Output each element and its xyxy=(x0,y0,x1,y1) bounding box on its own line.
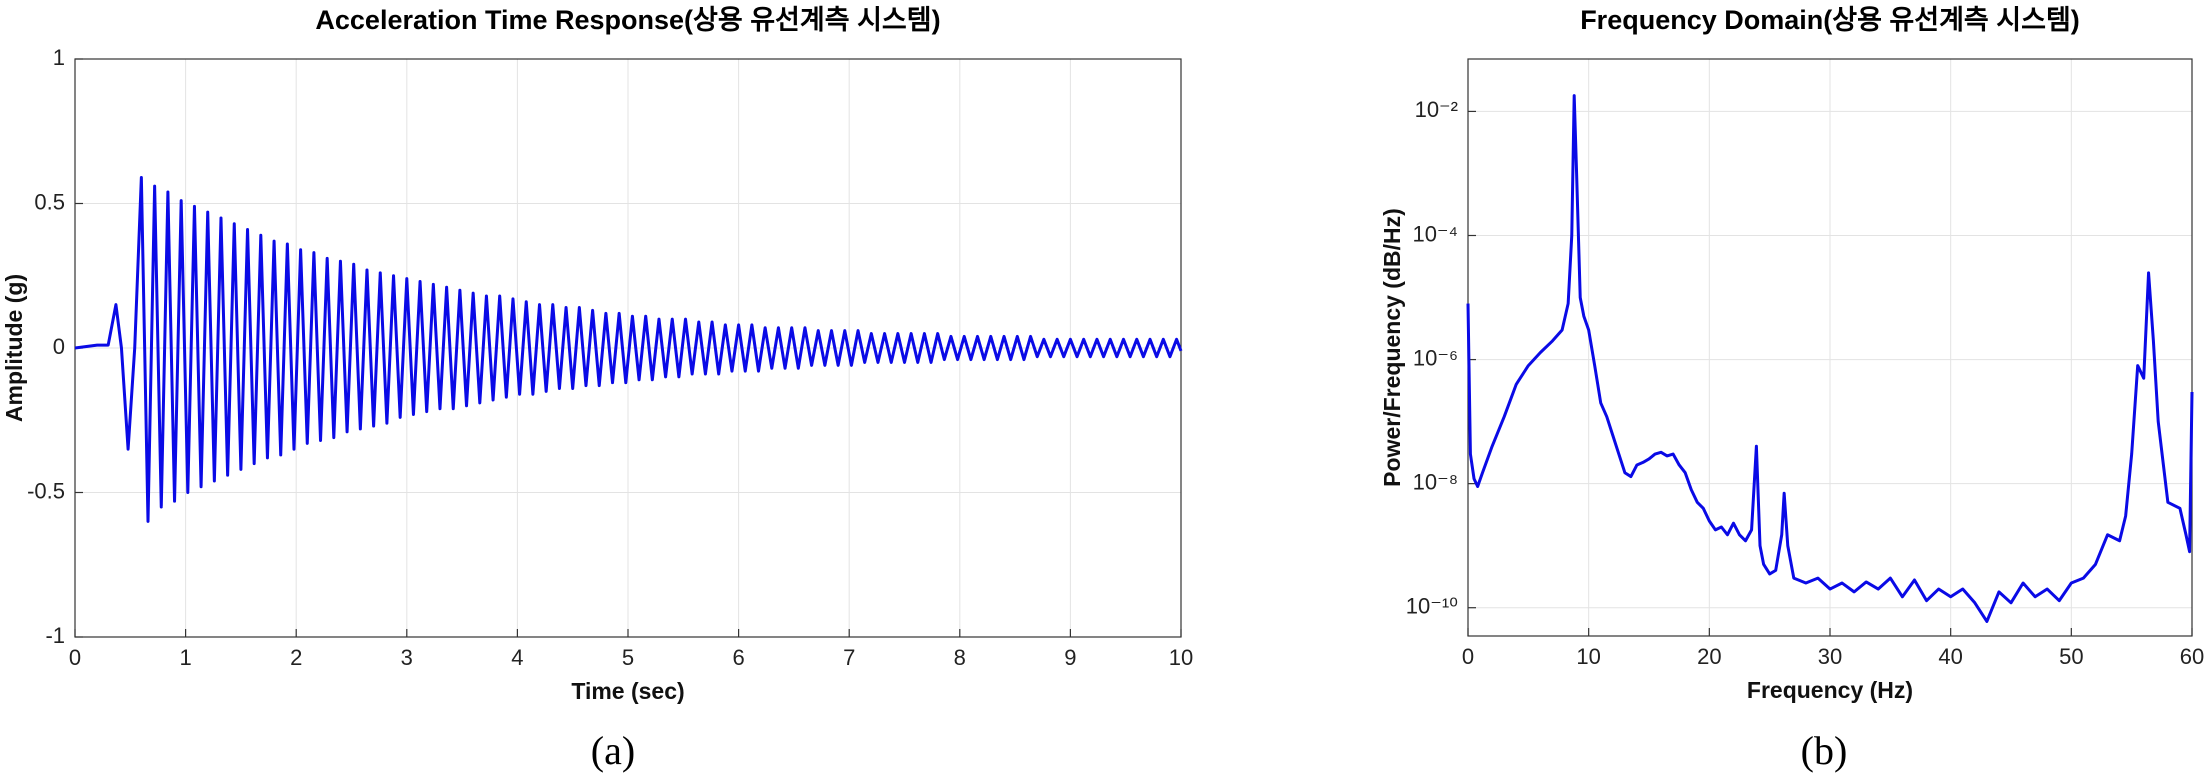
y-tick-label: 0 xyxy=(53,334,65,359)
x-tick-label: 0 xyxy=(69,645,81,670)
caption: (a) xyxy=(591,728,635,773)
data-line xyxy=(1466,94,2194,623)
x-axis-label: Time (sec) xyxy=(571,678,684,704)
chart-title: Acceleration Time Response(상용 유선계측 시스템) xyxy=(315,5,940,35)
x-tick-label: 40 xyxy=(1938,644,1962,669)
x-tick-label: 0 xyxy=(1462,644,1474,669)
x-tick-label: 20 xyxy=(1697,644,1721,669)
y-tick-label: 0.5 xyxy=(34,189,65,214)
x-tick-label: 50 xyxy=(2059,644,2083,669)
y-tick-label: 10⁻⁸ xyxy=(1413,469,1458,494)
data-line xyxy=(74,175,1183,523)
y-tick-label: 10⁻⁴ xyxy=(1412,221,1458,246)
caption: (b) xyxy=(1801,728,1848,773)
x-tick-label: 60 xyxy=(2180,644,2204,669)
x-tick-label: 8 xyxy=(954,645,966,670)
x-axis-label: Frequency (Hz) xyxy=(1747,677,1913,703)
y-tick-label: -1 xyxy=(45,623,65,648)
chart-title: Frequency Domain(상용 유선계측 시스템) xyxy=(1580,5,2080,35)
y-tick-label: 10⁻² xyxy=(1415,97,1458,122)
x-tick-label: 1 xyxy=(179,645,191,670)
y-axis-label: Amplitude (g) xyxy=(1,274,27,422)
x-tick-label: 10 xyxy=(1169,645,1193,670)
x-tick-label: 4 xyxy=(511,645,523,670)
x-tick-label: 7 xyxy=(843,645,855,670)
y-tick-label: -0.5 xyxy=(27,478,65,503)
y-tick-label: 10⁻⁶ xyxy=(1413,345,1458,370)
x-tick-label: 5 xyxy=(622,645,634,670)
x-tick-label: 3 xyxy=(401,645,413,670)
x-tick-label: 10 xyxy=(1576,644,1600,669)
x-tick-label: 9 xyxy=(1064,645,1076,670)
x-tick-label: 6 xyxy=(732,645,744,670)
y-tick-label: 10⁻¹⁰ xyxy=(1406,594,1458,619)
y-axis-label: Power/Frequency (dB/Hz) xyxy=(1379,208,1405,487)
y-tick-label: 1 xyxy=(53,45,65,70)
x-tick-label: 30 xyxy=(1818,644,1842,669)
x-tick-label: 2 xyxy=(290,645,302,670)
